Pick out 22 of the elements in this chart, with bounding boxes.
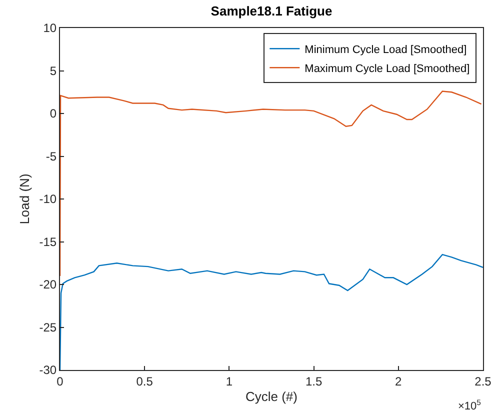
y-tick-label: 0 [50,106,57,121]
text: ×10$^{5}$ [458,398,481,412]
x-tick-label: 1.5 [305,374,322,388]
y-tick-label: -5 [46,149,57,164]
y-tick-label: -15 [39,234,57,249]
x-axis-title: Cycle (#) [245,389,298,404]
x-tick-label: 1 [226,374,233,388]
y-axis-title: Load (N) [17,174,32,224]
y-tick-label: -20 [39,278,57,292]
legend-label: Minimum Cycle Load [Smoothed] [304,44,467,56]
line-series [60,90,482,277]
y-tick-label: -25 [39,320,57,334]
y-tick-label: 10 [43,21,57,36]
x-tick-label: 2 [395,374,402,388]
legend-label: Maximum Cycle Load [Smoothed] [304,62,470,75]
chart-title: Sample18.1 Fatigue [210,3,332,18]
x-tick-label: 0.5 [136,374,154,388]
line-series [60,254,483,370]
x-tick-label: 2.5 [474,374,492,388]
y-tick-label: -10 [39,192,57,206]
y-tick-label: 5 [50,64,57,78]
y-tick-label: -30 [39,363,57,378]
